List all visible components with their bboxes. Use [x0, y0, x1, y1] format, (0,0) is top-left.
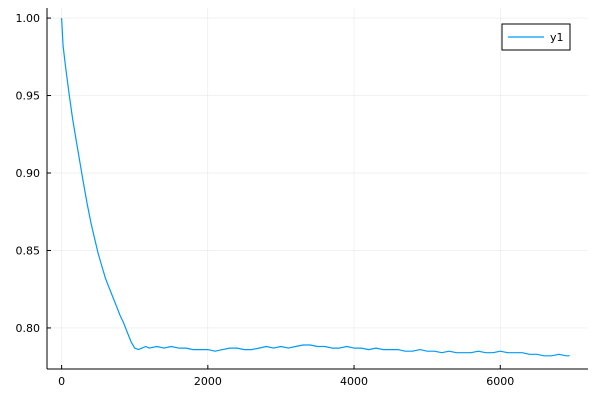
legend: y1	[501, 23, 571, 51]
y-tick-label: 0.90	[16, 167, 41, 180]
x-tick-labels: 0 2000 4000 6000	[58, 375, 514, 388]
y-tick-label: 0.95	[16, 90, 41, 103]
x-tick-label: 4000	[340, 375, 368, 388]
x-tick-label: 6000	[486, 375, 514, 388]
y-tick-label: 1.00	[16, 12, 41, 25]
plot-series	[61, 18, 570, 357]
y-tick-label: 0.80	[16, 322, 41, 335]
axes	[46, 8, 588, 370]
legend-label-y1: y1	[550, 31, 564, 44]
x-tick-label: 0	[58, 375, 65, 388]
x-tick-label: 2000	[194, 375, 222, 388]
y-tick-label: 0.85	[16, 244, 41, 257]
y-tick-labels: 0.80 0.85 0.90 0.95 1.00	[16, 12, 41, 335]
grid-lines	[47, 8, 588, 369]
series-line-y1	[61, 18, 570, 357]
